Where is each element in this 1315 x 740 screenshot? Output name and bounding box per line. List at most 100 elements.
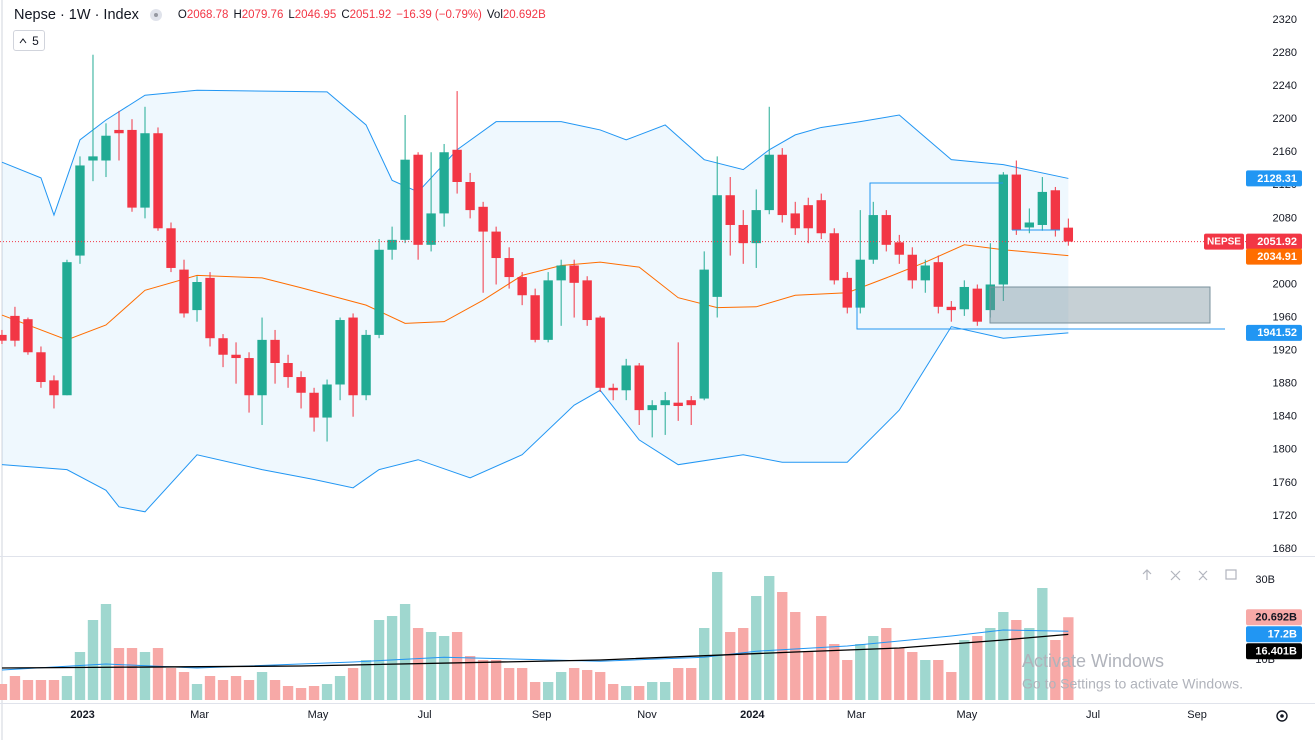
volume-bar (139, 652, 151, 700)
candle-body (179, 269, 189, 314)
volume-bar (1063, 617, 1074, 700)
drawing-box (869, 182, 1003, 215)
volume-bar (269, 680, 281, 700)
y-tick-label: 1680 (1273, 543, 1297, 555)
candle-body (972, 288, 982, 322)
y-tick-label: 1960 (1273, 311, 1297, 323)
candle-body (647, 405, 657, 411)
volume-bar (529, 682, 541, 700)
volume-bar (230, 676, 242, 700)
candle-body (673, 402, 683, 406)
volume-bar (894, 648, 905, 700)
candle-body (49, 380, 59, 396)
y-tick-label: 2000 (1273, 278, 1297, 290)
candle-body (634, 365, 644, 411)
volume-bar (816, 616, 827, 700)
candle-body (725, 195, 735, 225)
volume-bar (48, 680, 60, 700)
candle-body (712, 195, 722, 297)
candle-body (907, 254, 917, 281)
band-tag-bg (1246, 324, 1302, 341)
move-up-button[interactable] (1142, 569, 1152, 580)
volume-bar (1050, 640, 1061, 700)
candle-body (959, 286, 969, 310)
volume-bar (295, 688, 307, 700)
volume-bar (607, 684, 619, 700)
candle-body (543, 280, 553, 340)
volume-bar (855, 644, 866, 700)
close-value: 2051.92 (349, 9, 392, 21)
drawing-range (856, 290, 1225, 330)
volume-bar (542, 682, 554, 700)
volume-bar (204, 676, 216, 700)
eye-icon[interactable] (149, 8, 163, 22)
x-tick-label: May (957, 709, 978, 721)
change-value: −16.39 (−0.79%) (396, 9, 482, 21)
candle-body (127, 129, 137, 208)
candle-body (153, 133, 163, 229)
close-pane-button[interactable] (1170, 570, 1181, 581)
candle-body (192, 282, 202, 311)
volume-bar (699, 628, 710, 700)
volume-bar (438, 636, 450, 700)
volume-bar (751, 596, 762, 700)
volume-bar (451, 632, 463, 700)
volume-bar (790, 612, 801, 700)
volume-bar (686, 668, 697, 700)
volume-ma-tag: 16.401B (1255, 646, 1297, 658)
collapse-button[interactable] (1198, 570, 1208, 581)
candle-body (114, 129, 124, 134)
candle-body (387, 239, 397, 250)
volume-bar (425, 632, 437, 700)
y-tick-label: 2200 (1273, 113, 1297, 125)
y-tick-label: 2320 (1273, 14, 1297, 26)
low-value: 2046.95 (294, 9, 337, 21)
candle-body (348, 317, 358, 396)
volume-bar (1011, 620, 1022, 700)
volume-ma-line (1, 633, 1069, 669)
candle-body (842, 277, 852, 308)
pane-controls[interactable] (1142, 569, 1237, 581)
axes-layer: 1680172017601800184018801920196020002040… (0, 14, 1302, 721)
candle-body (62, 262, 72, 396)
y-tick-label: 2080 (1273, 212, 1297, 224)
gear-center[interactable] (1280, 714, 1284, 718)
candle-body (270, 339, 280, 364)
volume-bar (113, 648, 125, 700)
volume-bar (165, 668, 177, 700)
volume-bar (178, 672, 190, 700)
x-tick-label: 2023 (70, 709, 94, 721)
last-price-tag-bg (1246, 233, 1302, 250)
x-tick-label: Mar (190, 709, 209, 721)
band-line (1, 326, 1069, 513)
volume-bar (764, 576, 775, 700)
volume-bar (946, 672, 957, 700)
indicator-badge[interactable]: 5 (13, 30, 45, 51)
symbol-title: Nepse · 1W · Index (14, 7, 139, 23)
volume-bar (881, 628, 892, 700)
candle-body (868, 215, 878, 260)
candle-body (790, 213, 800, 229)
volume-bar (803, 652, 814, 700)
volume-bar (503, 668, 515, 700)
maximize-button[interactable] (1225, 569, 1237, 580)
x-tick-label: 2024 (740, 709, 765, 721)
settings-button[interactable] (1276, 710, 1288, 722)
volume-bar (61, 676, 73, 700)
volume-bar (464, 656, 476, 700)
symbol-tag: NEPSE (1207, 237, 1241, 248)
candle-body (296, 377, 306, 393)
volume-bar (920, 660, 931, 700)
gear-icon[interactable] (1276, 710, 1288, 722)
volume-bar (9, 676, 21, 700)
volume-bar (490, 660, 502, 700)
y-tick-label: 2160 (1273, 146, 1297, 158)
candle-body (582, 280, 592, 321)
candle-body (244, 358, 254, 396)
volume-bar (594, 672, 606, 700)
candle-body (361, 334, 371, 396)
watermark-subtitle: Go to Settings to activate Windows. (1022, 676, 1243, 692)
y-tick-label: 1760 (1273, 477, 1297, 489)
volume-bar (673, 668, 684, 700)
